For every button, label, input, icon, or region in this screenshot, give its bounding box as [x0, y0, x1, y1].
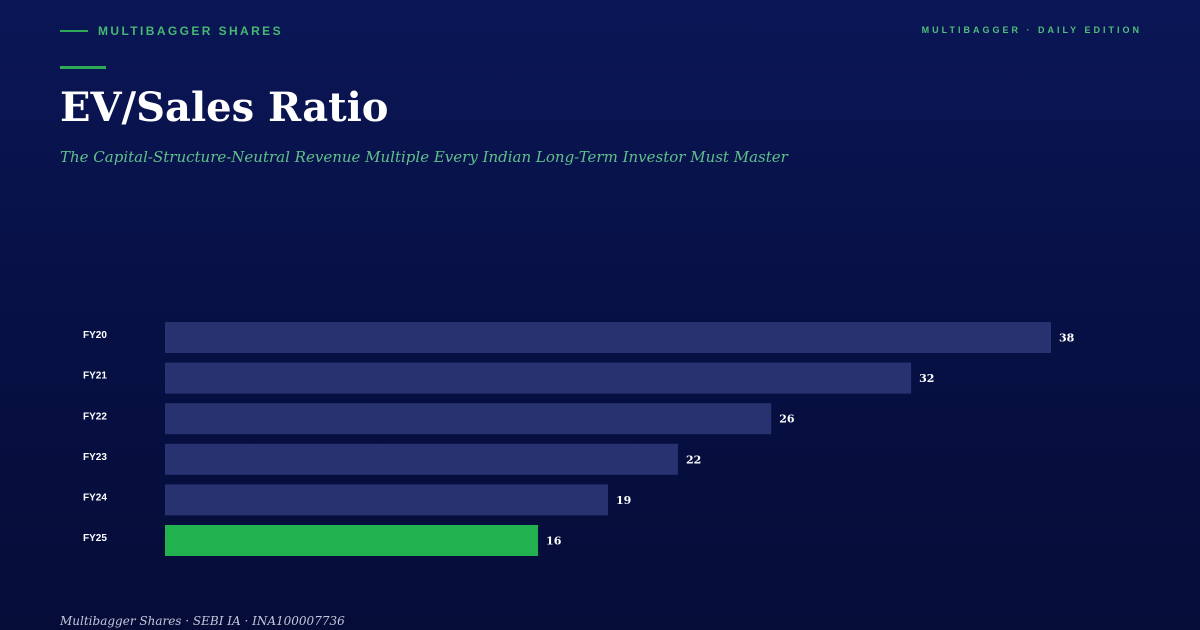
bar-fy24 [165, 484, 608, 516]
brand-accent-line [60, 30, 88, 32]
edition-label: MULTIBAGGER · DAILY EDITION [921, 25, 1142, 35]
category-label-fy23: FY23 [83, 452, 107, 463]
value-label-fy21: 32 [919, 372, 934, 385]
category-label-fy22: FY22 [83, 411, 107, 422]
bar-fy20 [165, 322, 1051, 353]
title-accent-bar [60, 66, 106, 69]
value-label-fy25: 16 [546, 535, 562, 548]
brand-name: MULTIBAGGER SHARES [98, 24, 283, 38]
value-label-fy24: 19 [616, 494, 631, 507]
brand-header: MULTIBAGGER SHARES [60, 24, 283, 38]
bar-fy23 [165, 443, 678, 475]
footer-credit: Multibagger Shares · SEBI IA · INA100007… [60, 614, 345, 628]
value-label-fy20: 38 [1059, 332, 1075, 345]
page-subtitle: The Capital-Structure-Neutral Revenue Mu… [60, 148, 788, 166]
value-label-fy23: 22 [686, 453, 701, 466]
bar-fy22 [165, 403, 772, 435]
bar-fy25 [165, 525, 539, 556]
category-label-fy24: FY24 [83, 493, 107, 504]
value-label-fy22: 26 [779, 413, 795, 426]
category-label-fy25: FY25 [83, 533, 107, 544]
category-label-fy20: FY20 [83, 330, 107, 341]
page-title: EV/Sales Ratio [60, 84, 389, 131]
category-label-fy21: FY21 [83, 371, 107, 382]
bar-fy21 [165, 362, 912, 394]
